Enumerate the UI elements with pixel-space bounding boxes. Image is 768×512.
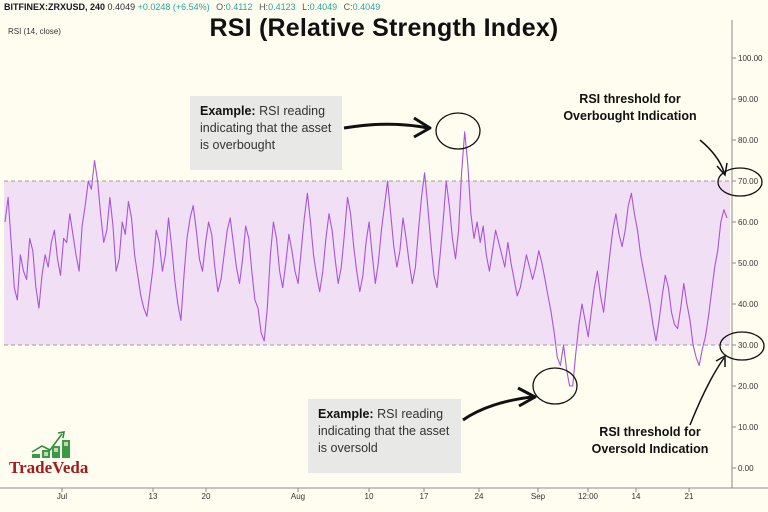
overbought-level-circle bbox=[717, 167, 763, 197]
overbought-threshold-arrowhead bbox=[716, 162, 728, 177]
chart-title: RSI (Relative Strength Index) bbox=[209, 14, 559, 42]
low-value: 0.4049 bbox=[309, 2, 338, 12]
y-tick-label: 20.00 bbox=[738, 382, 759, 391]
oversold-level-circle bbox=[719, 331, 765, 361]
x-tick-label: 13 bbox=[149, 492, 158, 501]
oversold-threshold-arrow bbox=[689, 357, 725, 426]
x-tick-label: 14 bbox=[632, 492, 641, 501]
y-tick-label: 90.00 bbox=[738, 95, 759, 104]
overbought-threshold-annotation: RSI threshold for Overbought Indication bbox=[563, 92, 697, 123]
overbought-example-arrowhead bbox=[413, 116, 432, 139]
oversold-example-arrow bbox=[462, 395, 533, 422]
overbought-example-bold: Example: bbox=[200, 104, 256, 118]
rsi-series-line bbox=[4, 131, 728, 387]
x-tick-label: 12:00 bbox=[578, 492, 599, 501]
close-label: C: bbox=[343, 2, 353, 12]
y-tick-label: 80.00 bbox=[738, 136, 759, 145]
y-tick-label: 0.00 bbox=[738, 464, 754, 473]
x-tick-label: Jul bbox=[57, 492, 67, 501]
x-tick-label: 21 bbox=[685, 492, 694, 501]
y-tick-label: 70.00 bbox=[738, 177, 759, 186]
symbol-name: BITFINEX:ZRXUSD, 240 bbox=[4, 2, 106, 12]
high-label: H: bbox=[259, 2, 269, 12]
oversold-example-text: RSI reading indicating that the asset is… bbox=[318, 407, 450, 455]
oversold-example-bold: Example: bbox=[318, 407, 374, 421]
open-label: O: bbox=[216, 2, 226, 12]
oversold-threshold-arrowhead bbox=[715, 354, 726, 367]
last-price: 0.4049 bbox=[107, 2, 136, 12]
rsi-band bbox=[4, 181, 730, 345]
symbol-header: BITFINEX:ZRXUSD, 240 0.4049 +0.0248 (+6.… bbox=[4, 2, 380, 12]
x-tick-label: 20 bbox=[202, 492, 211, 501]
x-tick-label: Sep bbox=[531, 492, 546, 501]
x-tick-label: 17 bbox=[420, 492, 429, 501]
y-tick-label: 60.00 bbox=[738, 218, 759, 227]
oversold-example-callout: Example: RSI reading indicating that the… bbox=[308, 399, 461, 473]
open-value: 0.4112 bbox=[225, 2, 253, 12]
overbought-peak-circle bbox=[435, 112, 481, 150]
price-change: +0.0248 (+6.54%) bbox=[137, 2, 210, 12]
y-tick-label: 10.00 bbox=[738, 423, 759, 432]
overbought-example-arrow bbox=[343, 122, 429, 130]
overbought-example-callout: Example: RSI reading indicating that the… bbox=[190, 96, 342, 170]
oversold-example-arrowhead bbox=[517, 386, 537, 408]
overbought-threshold-arrow bbox=[699, 139, 725, 173]
y-tick-label: 40.00 bbox=[738, 300, 759, 309]
indicator-label: RSI (14, close) bbox=[8, 27, 61, 36]
x-tick-label: Aug bbox=[291, 492, 305, 501]
overbought-example-text: RSI reading indicating that the asset is… bbox=[200, 104, 332, 152]
x-tick-label: 10 bbox=[365, 492, 374, 501]
tradeveda-logo-icon bbox=[31, 431, 70, 458]
tradeveda-logo-text: TradeVeda bbox=[9, 458, 89, 477]
low-label: L: bbox=[302, 2, 310, 12]
y-tick-label: 100.00 bbox=[738, 54, 763, 63]
y-tick-label: 30.00 bbox=[738, 341, 759, 350]
oversold-trough-circle bbox=[532, 367, 578, 405]
y-tick-label: 50.00 bbox=[738, 259, 759, 268]
oversold-threshold-annotation: RSI threshold for Oversold Indication bbox=[591, 425, 709, 456]
high-value: 0.4123 bbox=[268, 2, 296, 12]
x-tick-label: 24 bbox=[475, 492, 484, 501]
close-value: 0.4049 bbox=[352, 2, 381, 12]
